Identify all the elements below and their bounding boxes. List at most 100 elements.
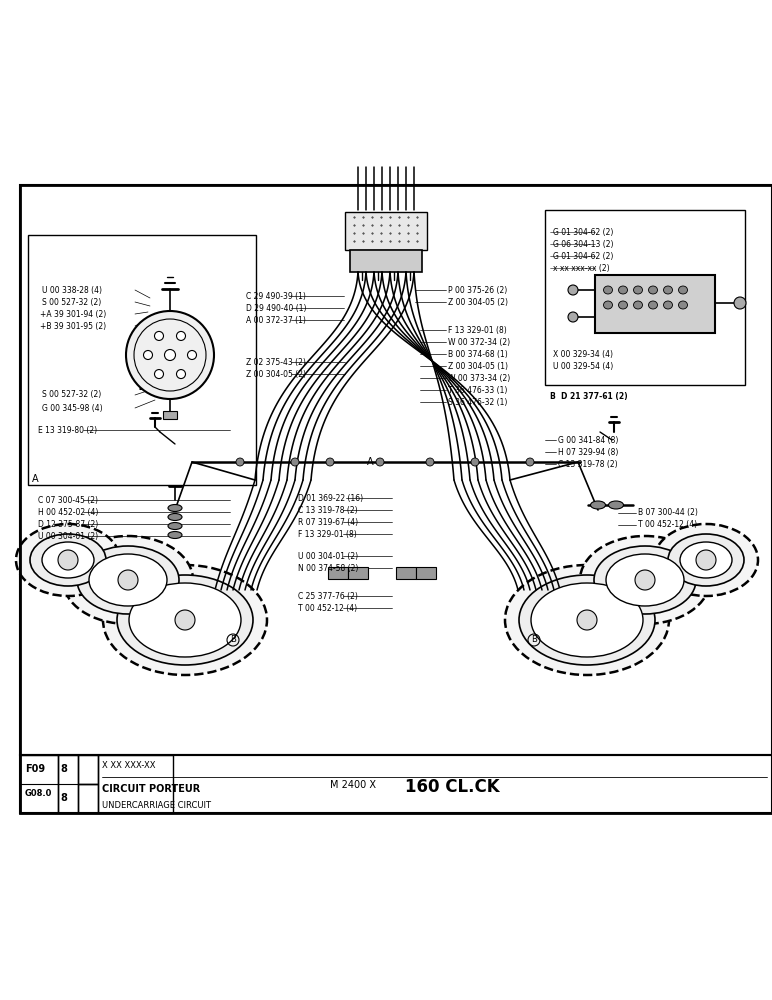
Ellipse shape xyxy=(604,286,612,294)
Text: X XX XXX-XX: X XX XXX-XX xyxy=(102,760,155,770)
Ellipse shape xyxy=(129,583,241,657)
Bar xyxy=(163,411,177,419)
Circle shape xyxy=(376,458,384,466)
Ellipse shape xyxy=(168,514,182,520)
Text: B  D 21 377-61 (2): B D 21 377-61 (2) xyxy=(550,392,628,401)
Text: T 36 476-33 (1): T 36 476-33 (1) xyxy=(448,385,507,394)
Ellipse shape xyxy=(103,565,267,675)
Text: E 13 319-80 (2): E 13 319-80 (2) xyxy=(38,426,97,434)
Ellipse shape xyxy=(648,301,658,309)
Text: F 13 329-01 (8): F 13 329-01 (8) xyxy=(448,326,506,334)
Text: S 00 527-32 (2): S 00 527-32 (2) xyxy=(42,298,101,306)
Ellipse shape xyxy=(634,286,642,294)
Bar xyxy=(20,185,772,755)
Ellipse shape xyxy=(648,286,658,294)
Ellipse shape xyxy=(606,554,684,606)
Text: U 00 304-01 (2): U 00 304-01 (2) xyxy=(298,552,358,560)
Text: 8: 8 xyxy=(60,793,67,803)
Ellipse shape xyxy=(505,565,669,675)
Text: 160 CL.CK: 160 CL.CK xyxy=(405,778,499,796)
Text: U 00 304-01 (2): U 00 304-01 (2) xyxy=(38,532,98,540)
Circle shape xyxy=(144,351,153,360)
Bar xyxy=(396,567,416,579)
Text: UNDERCARRIAGE CIRCUIT: UNDERCARRIAGE CIRCUIT xyxy=(102,800,211,810)
Ellipse shape xyxy=(42,542,94,578)
Ellipse shape xyxy=(663,286,672,294)
Text: X 00 329-34 (4): X 00 329-34 (4) xyxy=(553,351,613,360)
Circle shape xyxy=(164,350,175,360)
Circle shape xyxy=(471,458,479,466)
Circle shape xyxy=(326,458,334,466)
Text: G 06 304-13 (2): G 06 304-13 (2) xyxy=(553,239,614,248)
Text: W 00 372-34 (2): W 00 372-34 (2) xyxy=(448,338,510,347)
Text: Z 00 304-05 (2): Z 00 304-05 (2) xyxy=(448,298,508,306)
Text: A 00 372-37 (1): A 00 372-37 (1) xyxy=(246,316,306,324)
Text: H 07 329-94 (8): H 07 329-94 (8) xyxy=(558,448,618,456)
Ellipse shape xyxy=(668,534,744,586)
Text: G 00 345-98 (4): G 00 345-98 (4) xyxy=(42,403,103,412)
Ellipse shape xyxy=(168,504,182,512)
Text: R 07 319-67 (4): R 07 319-67 (4) xyxy=(298,518,358,526)
Circle shape xyxy=(426,458,434,466)
Bar xyxy=(28,235,256,485)
Ellipse shape xyxy=(77,546,179,614)
Circle shape xyxy=(188,351,197,360)
Text: U 00 338-28 (4): U 00 338-28 (4) xyxy=(42,286,102,294)
Text: F 13 329-01 (8): F 13 329-01 (8) xyxy=(298,530,357,538)
Bar xyxy=(545,210,745,385)
Circle shape xyxy=(236,458,244,466)
Ellipse shape xyxy=(117,575,253,665)
Circle shape xyxy=(635,570,655,590)
Text: Z 02 375-43 (2): Z 02 375-43 (2) xyxy=(246,358,306,366)
Text: D 01 369-22 (16): D 01 369-22 (16) xyxy=(298,493,363,502)
Circle shape xyxy=(577,610,597,630)
Ellipse shape xyxy=(594,546,696,614)
Text: +A 39 301-94 (2): +A 39 301-94 (2) xyxy=(40,310,107,318)
Circle shape xyxy=(291,458,299,466)
Text: W 00 373-34 (2): W 00 373-34 (2) xyxy=(448,373,510,382)
Ellipse shape xyxy=(679,301,688,309)
Circle shape xyxy=(526,458,534,466)
Circle shape xyxy=(696,550,716,570)
Circle shape xyxy=(568,285,578,295)
Bar xyxy=(416,567,436,579)
Ellipse shape xyxy=(680,542,732,578)
Circle shape xyxy=(177,370,185,379)
Ellipse shape xyxy=(16,524,120,596)
Ellipse shape xyxy=(531,583,643,657)
Bar xyxy=(345,212,427,250)
Text: S 36 476-32 (1): S 36 476-32 (1) xyxy=(448,397,507,406)
Text: H 00 452-02 (4): H 00 452-02 (4) xyxy=(38,508,98,516)
Circle shape xyxy=(118,570,138,590)
Ellipse shape xyxy=(168,522,182,530)
Ellipse shape xyxy=(168,532,182,538)
Ellipse shape xyxy=(30,534,106,586)
Text: G 01 304-62 (2): G 01 304-62 (2) xyxy=(553,228,614,236)
Text: A: A xyxy=(32,474,39,484)
Text: C 13 319-78 (2): C 13 319-78 (2) xyxy=(558,460,618,468)
Bar xyxy=(78,784,98,813)
Ellipse shape xyxy=(654,524,758,596)
Circle shape xyxy=(568,312,578,322)
Text: C 13 319-78 (2): C 13 319-78 (2) xyxy=(298,506,357,514)
Circle shape xyxy=(58,550,78,570)
Ellipse shape xyxy=(679,286,688,294)
Text: Z 00 304-05 (1): Z 00 304-05 (1) xyxy=(448,361,508,370)
Bar xyxy=(20,185,772,813)
Text: G 00 341-84 (8): G 00 341-84 (8) xyxy=(558,436,618,444)
Text: D 29 490-40 (1): D 29 490-40 (1) xyxy=(246,304,306,312)
Circle shape xyxy=(154,370,164,379)
Bar xyxy=(348,567,368,579)
Ellipse shape xyxy=(519,575,655,665)
Text: C 25 377-76 (2): C 25 377-76 (2) xyxy=(298,591,358,600)
Text: A: A xyxy=(367,457,374,467)
Text: F09: F09 xyxy=(25,764,45,774)
Text: T 00 452-12 (4): T 00 452-12 (4) xyxy=(298,603,357,612)
Text: N 00 374-58 (2): N 00 374-58 (2) xyxy=(298,564,358,572)
Ellipse shape xyxy=(63,536,193,624)
Text: B 00 374-68 (1): B 00 374-68 (1) xyxy=(448,350,508,359)
Text: B: B xyxy=(531,636,537,645)
Text: G08.0: G08.0 xyxy=(25,788,52,798)
Ellipse shape xyxy=(663,301,672,309)
Bar xyxy=(328,567,348,579)
